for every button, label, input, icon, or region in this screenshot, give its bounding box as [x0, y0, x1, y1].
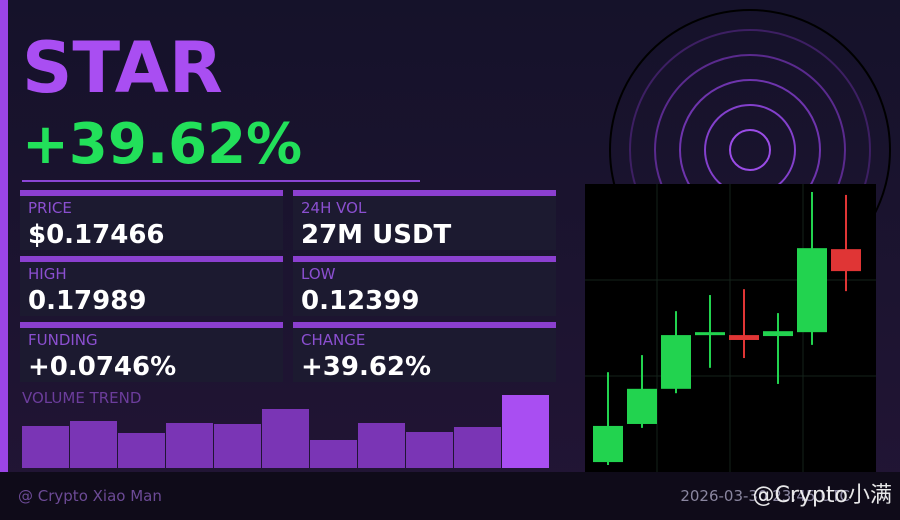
volume-bar: [118, 433, 165, 468]
stat-stripe: [293, 190, 556, 196]
candle-body: [729, 335, 759, 340]
candle-body: [661, 335, 691, 389]
footer-bar: [0, 472, 900, 520]
volume-bar: [262, 409, 309, 468]
stat-label: PRICE: [28, 199, 72, 217]
stat-value: +0.0746%: [28, 352, 176, 382]
stat-label: LOW: [301, 265, 336, 283]
change: +39.62%: [22, 112, 302, 177]
stat-value: 0.17989: [28, 286, 146, 316]
stat-box: [293, 256, 556, 316]
stat-stripe: [20, 190, 283, 196]
footer-timestamp: 2026-03-30 23:45 UTC: [680, 487, 850, 505]
volume-bar: [214, 424, 261, 468]
stat-box: [20, 190, 283, 250]
volume-bar: [454, 427, 501, 468]
symbol: STAR: [22, 27, 223, 109]
stat-label: 24H VOL: [301, 199, 367, 217]
watermark: @Crypto小满: [753, 483, 892, 508]
footer-author: @ Crypto Xiao Man: [18, 487, 162, 505]
volume-bar: [358, 423, 405, 468]
volume-bar: [166, 423, 213, 468]
stat-label: CHANGE: [301, 331, 365, 349]
stat-box: [20, 256, 283, 316]
stat-stripe: [293, 256, 556, 262]
stat-stripe: [20, 256, 283, 262]
stat-box: [20, 322, 283, 382]
candles: [593, 192, 861, 465]
stat-value: 0.12399: [301, 286, 419, 316]
stat-label: HIGH: [28, 265, 67, 283]
candle-body: [627, 388, 657, 424]
accent-bar: [0, 0, 8, 472]
stat-stripe: [20, 322, 283, 328]
stat-value: $0.17466: [28, 220, 165, 250]
candle-body: [593, 425, 623, 463]
candle-body: [797, 248, 827, 333]
stat-stripe: [293, 322, 556, 328]
volume-bars: [22, 395, 549, 468]
stat-box: [293, 322, 556, 382]
candle-body: [831, 249, 861, 272]
stat-value: 27M USDT: [301, 220, 452, 250]
candle-body: [695, 332, 725, 336]
volume-bar: [22, 426, 69, 468]
stat-label: FUNDING: [28, 331, 98, 349]
stat-box: [293, 190, 556, 250]
volume-bar: [502, 395, 549, 468]
volume-title: VOLUME TREND: [22, 389, 141, 407]
volume-bar: [406, 432, 453, 468]
volume-bar: [70, 421, 117, 468]
volume-bar: [310, 440, 357, 468]
stat-value: +39.62%: [301, 352, 431, 382]
candle-body: [763, 331, 793, 337]
stats-grid: PRICE $0.17466 24H VOL 27M USDT HIGH 0.17989 L…: [20, 190, 556, 382]
